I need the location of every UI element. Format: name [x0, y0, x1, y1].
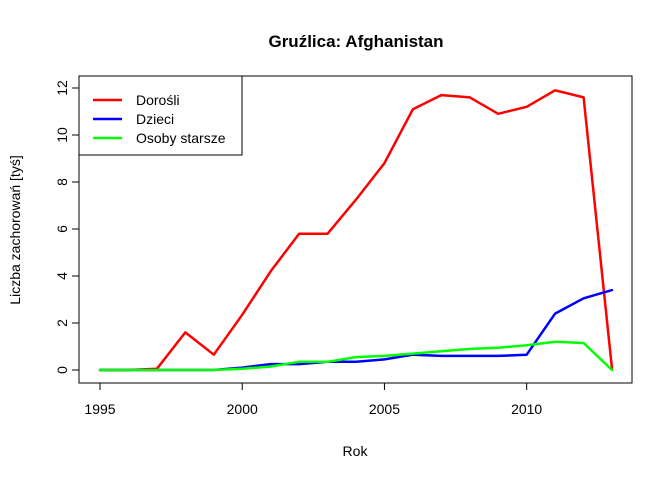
x-tick-label: 2000 [227, 401, 258, 417]
y-tick-label: 2 [54, 319, 70, 327]
y-axis-label: Liczba zachorowań [tyś] [7, 155, 23, 304]
x-axis: 1995 2000 2005 2010 [84, 382, 542, 417]
legend-box [78, 75, 243, 156]
x-tick-label: 2005 [369, 401, 400, 417]
series-line-3 [98, 340, 614, 372]
y-tick-label: 12 [54, 80, 70, 96]
legend-label-1: Dorośli [136, 92, 180, 108]
x-tick-label: 2010 [511, 401, 542, 417]
y-axis: 0 2 4 6 8 10 12 [54, 80, 80, 374]
legend-label-3: Osoby starsze [136, 130, 226, 146]
legend-label-2: Dzieci [136, 111, 174, 127]
y-tick-label: 0 [54, 366, 70, 374]
y-tick-label: 8 [54, 178, 70, 186]
y-tick-label: 4 [54, 272, 70, 280]
y-tick-label: 6 [54, 225, 70, 233]
legend: Dorośli Dzieci Osoby starsze [78, 75, 243, 156]
y-tick-label: 10 [54, 127, 70, 143]
series-line-1 [98, 89, 614, 372]
x-axis-label: Rok [343, 443, 369, 459]
chart-title: Gruźlica: Afghanistan [268, 32, 443, 51]
series-lines [98, 89, 614, 372]
x-tick-label: 1995 [84, 401, 115, 417]
